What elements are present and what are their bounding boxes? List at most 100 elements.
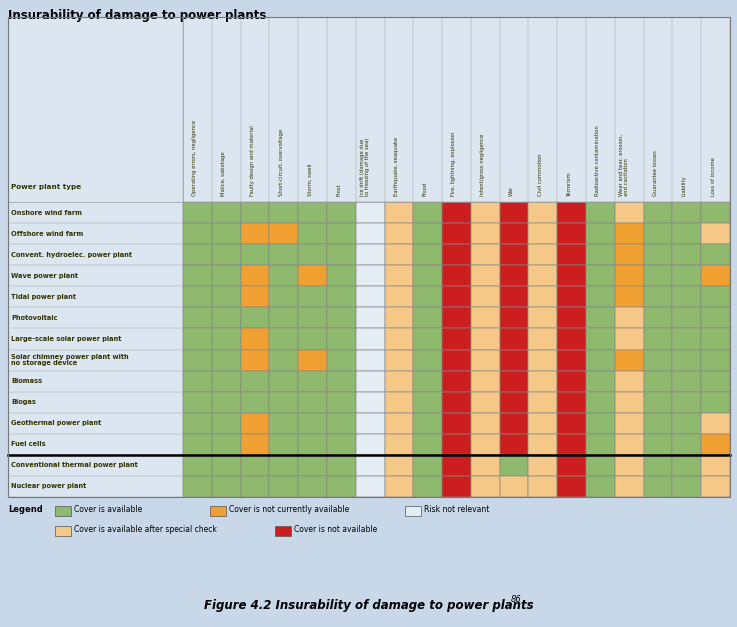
Bar <box>643 434 672 455</box>
Bar <box>356 202 385 223</box>
Bar <box>557 307 586 329</box>
Bar <box>183 392 212 413</box>
Bar <box>413 223 442 244</box>
Text: Offshore wind farm: Offshore wind farm <box>11 231 83 236</box>
Bar <box>298 349 327 371</box>
Bar <box>385 329 413 349</box>
Bar <box>55 526 71 536</box>
Bar <box>212 371 240 392</box>
Bar <box>183 476 212 497</box>
Bar <box>8 17 730 497</box>
Bar <box>183 202 212 223</box>
Bar <box>471 434 500 455</box>
Bar <box>557 244 586 265</box>
Bar <box>672 371 701 392</box>
Bar <box>356 223 385 244</box>
Bar <box>586 349 615 371</box>
Bar <box>643 265 672 287</box>
Bar <box>528 287 557 307</box>
Bar <box>643 413 672 434</box>
Bar <box>643 307 672 329</box>
Bar <box>212 349 240 371</box>
Text: Risk not relevant: Risk not relevant <box>424 505 489 515</box>
Bar <box>385 349 413 371</box>
Bar <box>385 434 413 455</box>
Bar <box>615 223 643 244</box>
Bar <box>615 349 643 371</box>
Bar <box>557 455 586 476</box>
Bar <box>298 434 327 455</box>
Text: Cover is not currently available: Cover is not currently available <box>229 505 349 515</box>
Bar <box>327 202 356 223</box>
Bar <box>183 455 212 476</box>
Text: Guarantee losses: Guarantee losses <box>653 150 658 196</box>
Bar <box>413 349 442 371</box>
Text: Terrorism: Terrorism <box>567 171 572 196</box>
Text: Large-scale solar power plant: Large-scale solar power plant <box>11 336 122 342</box>
Bar <box>672 455 701 476</box>
Bar <box>672 413 701 434</box>
Bar <box>385 287 413 307</box>
Text: Fuel cells: Fuel cells <box>11 441 46 447</box>
Bar <box>240 392 269 413</box>
Bar <box>212 413 240 434</box>
Text: Biomass: Biomass <box>11 378 42 384</box>
Bar <box>442 265 471 287</box>
Bar <box>586 329 615 349</box>
Bar <box>385 476 413 497</box>
Bar <box>298 455 327 476</box>
Bar <box>586 244 615 265</box>
Bar <box>240 202 269 223</box>
Bar <box>356 413 385 434</box>
Bar <box>586 287 615 307</box>
Bar <box>269 287 298 307</box>
Bar <box>212 244 240 265</box>
Bar <box>557 392 586 413</box>
Bar <box>442 476 471 497</box>
Bar <box>586 265 615 287</box>
Bar <box>212 434 240 455</box>
Bar <box>269 392 298 413</box>
Bar <box>385 265 413 287</box>
Bar <box>413 307 442 329</box>
Bar <box>701 244 730 265</box>
Bar <box>442 244 471 265</box>
Bar <box>701 329 730 349</box>
Bar <box>413 244 442 265</box>
Bar <box>356 434 385 455</box>
Bar <box>500 476 528 497</box>
Text: Storm, swell: Storm, swell <box>307 164 312 196</box>
Bar <box>615 455 643 476</box>
Bar <box>701 434 730 455</box>
Bar <box>557 202 586 223</box>
Bar <box>298 223 327 244</box>
Bar <box>405 506 421 516</box>
Bar <box>298 202 327 223</box>
Bar <box>442 329 471 349</box>
Bar <box>672 349 701 371</box>
Bar <box>298 476 327 497</box>
Bar <box>615 202 643 223</box>
Bar <box>327 223 356 244</box>
Bar <box>240 329 269 349</box>
Text: Ice drift (damage due
to freezing of the sea): Ice drift (damage due to freezing of the… <box>360 137 370 196</box>
Bar <box>672 265 701 287</box>
Bar <box>672 223 701 244</box>
Bar <box>327 265 356 287</box>
Bar <box>413 476 442 497</box>
Text: Malice, sabotage: Malice, sabotage <box>221 151 226 196</box>
Bar <box>672 392 701 413</box>
Text: 86: 86 <box>511 596 521 604</box>
Bar <box>212 287 240 307</box>
Bar <box>183 329 212 349</box>
Bar <box>500 265 528 287</box>
Bar <box>356 244 385 265</box>
Text: Onshore wind farm: Onshore wind farm <box>11 209 82 216</box>
Bar <box>586 392 615 413</box>
Bar <box>413 287 442 307</box>
Bar <box>327 329 356 349</box>
Bar <box>269 223 298 244</box>
Bar <box>615 265 643 287</box>
Bar <box>672 244 701 265</box>
Bar <box>586 476 615 497</box>
